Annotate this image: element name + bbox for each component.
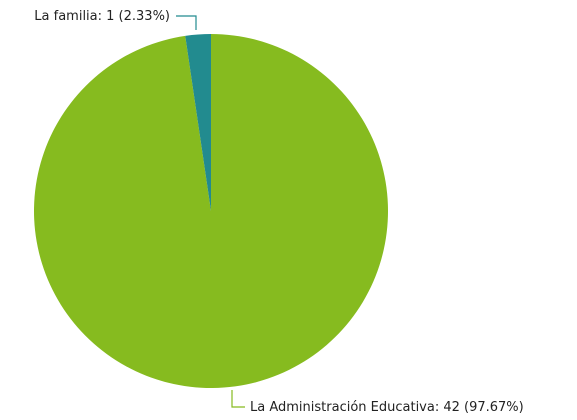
pie-slice-1	[185, 34, 211, 211]
leader-line-0	[231, 390, 245, 408]
slice-label-1: La familia: 1 (2.33%)	[34, 9, 170, 24]
leader-line-1	[176, 15, 197, 30]
pie-slice-0	[34, 34, 389, 389]
pie-slices	[34, 34, 389, 389]
slice-labels: La Administración Educativa: 42 (97.67%)…	[34, 9, 523, 415]
leader-lines	[176, 15, 245, 408]
slice-label-0: La Administración Educativa: 42 (97.67%)	[250, 400, 524, 415]
